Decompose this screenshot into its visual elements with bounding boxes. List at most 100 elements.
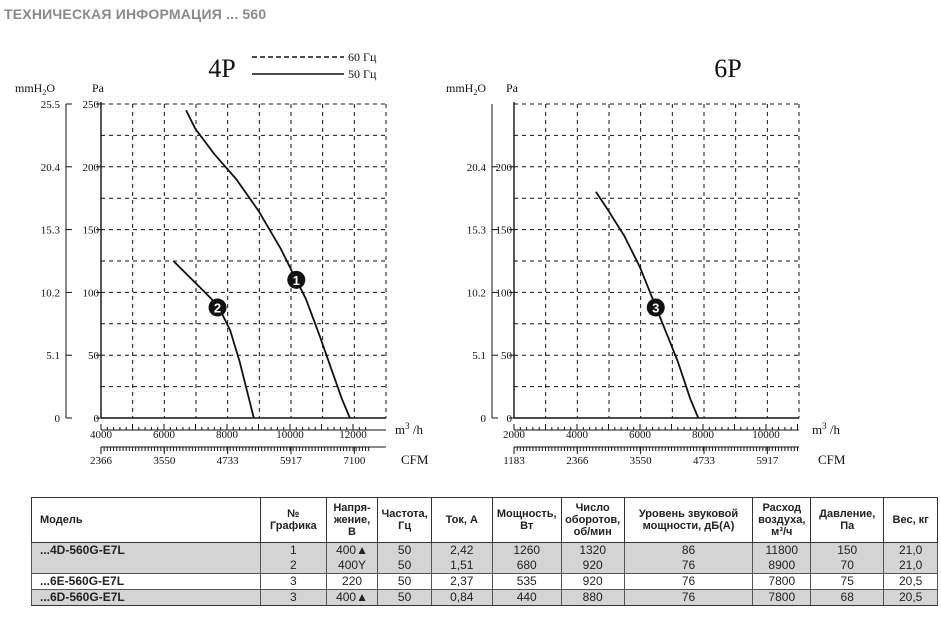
- cell-sound: 86: [623, 542, 754, 558]
- cfm-tick-label: 5917: [280, 455, 303, 467]
- mmh2o-tick-label: 20.4: [467, 162, 487, 174]
- cfm-tick-label: 5917: [756, 455, 779, 467]
- cell-pressure: 68: [810, 589, 885, 606]
- charts-canvas: 05010015020025005.110.215.320.425.5mmH2O…: [15, 50, 846, 467]
- mmh2o-tick-label: 5.1: [46, 350, 60, 362]
- m3h-tick-label: 4000: [90, 429, 113, 441]
- m3h-tick-label: 8000: [216, 429, 239, 441]
- cell-airflow: 11800: [752, 542, 812, 558]
- cell-pressure: 150: [810, 542, 885, 558]
- cell-power: 1260: [491, 542, 562, 558]
- pa-tick-label: 0: [507, 413, 513, 425]
- pa-tick-label: 50: [501, 350, 513, 362]
- header-power: Мощность, Вт: [491, 497, 562, 543]
- cell-airflow: 7800: [752, 589, 812, 606]
- header-graph-no: № Графика: [259, 497, 327, 543]
- cfm-tick-label: 2366: [90, 455, 113, 467]
- cell-model: ...6E-560G-E7L: [31, 573, 261, 590]
- pa-tick-label: 200: [83, 162, 100, 174]
- header-current: Ток, А: [430, 497, 493, 543]
- header-rpm: Число оборотов, об/мин: [560, 497, 625, 543]
- cell-voltage: 400▲: [325, 589, 379, 606]
- cell-weight: 21,0: [883, 542, 938, 558]
- pa-tick-label: 250: [83, 99, 100, 111]
- cell-weight: 21,0: [883, 558, 938, 574]
- cell-graph: 1: [259, 542, 327, 558]
- table-row: ...6D-560G-E7L 3 400▲ 50 0,84 440 880 76…: [31, 589, 938, 606]
- header-model: Модель: [31, 497, 261, 543]
- chart-1: 0 50 100 150 200 250 0 5.1 10.2 15.3 20.4 25.5 mmH2O…: [15, 50, 429, 467]
- cell-airflow: 8900: [752, 558, 812, 574]
- legend-label: 50 Гц: [348, 67, 377, 81]
- grid: [514, 103, 800, 418]
- cell-voltage: 400▲: [325, 542, 379, 558]
- cell-current: 2,42: [430, 542, 493, 558]
- table-row: ...4D-560G-E7L 1 400▲ 50 2,42 1260 1320 …: [31, 542, 938, 558]
- cell-graph: 3: [259, 589, 327, 606]
- xlabel-cfm: CFM: [818, 452, 846, 467]
- cell-weight: 20,5: [883, 589, 938, 606]
- ylabel-pa: Pa: [506, 81, 519, 95]
- xlabel-cfm: CFM: [401, 452, 429, 467]
- header-airflow: Расход воздуха, м³/ч: [752, 497, 812, 543]
- series-marker-label: 1: [293, 273, 300, 288]
- mmh2o-tick-label: 5.1: [472, 350, 486, 362]
- cell-power: 440: [491, 589, 562, 606]
- m3h-tick-label: 6000: [629, 429, 652, 441]
- cfm-tick-label: 4733: [217, 455, 240, 467]
- header-pressure: Давление, Па: [810, 497, 885, 543]
- chart-title: 6P: [714, 54, 741, 83]
- m3h-tick-label: 6000: [153, 429, 176, 441]
- cell-rpm: 920: [560, 558, 625, 574]
- cell-rpm: 880: [560, 589, 625, 606]
- ylabel-mmh2o: mmH2O: [15, 81, 55, 97]
- mmh2o-tick-label: 10.2: [41, 287, 60, 299]
- cell-power: 680: [491, 558, 562, 574]
- series-marker-2: [208, 298, 227, 317]
- mmh2o-tick-label: 15.3: [41, 225, 61, 237]
- cell-sound: 76: [623, 573, 754, 590]
- pa-tick-label: 100: [496, 287, 513, 299]
- pa-tick-label: 50: [88, 350, 100, 362]
- mmh2o-tick-label: 0: [481, 413, 487, 425]
- cell-power: 535: [491, 573, 562, 590]
- cfm-tick-label: 7100: [343, 455, 366, 467]
- page-title: ТЕХНИЧЕСКАЯ ИНФОРМАЦИЯ ... 560: [4, 6, 267, 22]
- series-line-1: [185, 109, 351, 419]
- cell-frequency: 50: [377, 542, 432, 558]
- cell-pressure: 70: [810, 558, 885, 574]
- header-voltage: Напря-жение, В: [325, 497, 379, 543]
- pa-tick-label: 150: [496, 225, 513, 237]
- m3h-tick-label: 4000: [566, 429, 589, 441]
- table-row: 2 400Y 50 1,51 680 920 76 8900 70 21,0: [31, 558, 938, 574]
- cfm-tick-label: 3550: [153, 455, 176, 467]
- m3h-tick-label: 8000: [692, 429, 715, 441]
- series-marker-label: 3: [652, 300, 659, 315]
- grid: [101, 103, 387, 418]
- cfm-tick-label: 1183: [503, 455, 525, 467]
- pa-tick-label: 200: [496, 162, 513, 174]
- cell-rpm: 920: [560, 573, 625, 590]
- legend: 60 Гц 50 Гц: [252, 50, 377, 81]
- m3h-tick-label: 10000: [752, 429, 780, 441]
- cell-model: ...6D-560G-E7L: [31, 589, 261, 606]
- xlabel-m3h: m3 /h: [812, 421, 840, 437]
- table-header-row: Модель № Графика Напря-жение, В Частота,…: [31, 497, 938, 543]
- cell-sound: 76: [623, 589, 754, 606]
- cell-rpm: 1320: [560, 542, 625, 558]
- chart-title: 4P: [208, 54, 235, 83]
- m3h-tick-label: 12000: [339, 429, 367, 441]
- series-line-3: [595, 191, 700, 419]
- cell-model: ...4D-560G-E7L: [31, 542, 261, 558]
- mmh2o-tick-label: 10.2: [467, 287, 486, 299]
- mmh2o-tick-label: 25.5: [41, 99, 61, 111]
- cell-graph: 3: [259, 573, 327, 590]
- ylabel-pa: Pa: [92, 81, 105, 95]
- cell-weight: 20,5: [883, 573, 938, 590]
- pa-tick-label: 100: [83, 287, 100, 299]
- xlabel-m3h: m3 /h: [395, 421, 423, 437]
- mmh2o-tick-label: 0: [55, 413, 61, 425]
- cell-current: 0,84: [430, 589, 493, 606]
- cell-frequency: 50: [377, 573, 432, 590]
